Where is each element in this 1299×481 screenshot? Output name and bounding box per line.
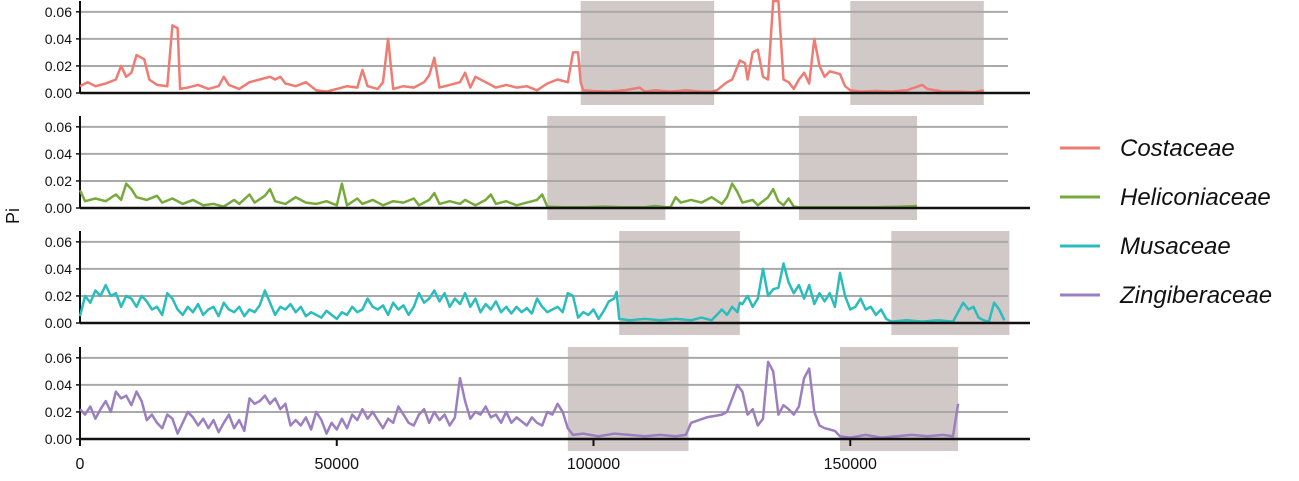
y-tick-label: 0.06 bbox=[45, 350, 72, 366]
x-tick-label: 100000 bbox=[567, 456, 620, 473]
y-tick-label: 0.00 bbox=[45, 85, 72, 101]
series-line bbox=[78, 182, 918, 209]
y-tick-label: 0.04 bbox=[45, 377, 72, 393]
shaded-region bbox=[798, 116, 918, 220]
panels: 0.00 0.02 0.04 0.06 0.00 0.02 0.04 0.06 0.00 0.02… bbox=[45, 0, 1030, 451]
y-tick-label: 0.06 bbox=[45, 234, 72, 250]
y-tick-label: 0.02 bbox=[45, 288, 72, 304]
y-tick-label: 0.02 bbox=[45, 404, 72, 420]
series-line bbox=[79, 360, 960, 439]
panel: 0.00 0.02 0.04 0.06 bbox=[45, 0, 1030, 105]
y-tick-label: 0.00 bbox=[45, 431, 72, 447]
shaded-region bbox=[840, 347, 959, 451]
legend: Costaceae Heliconiaceae Musaceae Zingiberac… bbox=[1060, 135, 1272, 309]
panel: 0.00 0.02 0.04 0.06 bbox=[45, 116, 1030, 220]
x-tick-label: 0 bbox=[76, 456, 85, 473]
y-tick-label: 0.04 bbox=[45, 31, 72, 47]
shaded-region bbox=[619, 231, 740, 335]
shaded-region bbox=[850, 1, 984, 105]
y-tick-label: 0.04 bbox=[45, 146, 72, 162]
y-tick-label: 0.02 bbox=[45, 173, 72, 189]
panel: 0.00 0.02 0.04 0.06 bbox=[45, 347, 1030, 451]
y-tick-label: 0.04 bbox=[45, 261, 72, 277]
series-line bbox=[78, 262, 1006, 323]
y-axis-label: Pi bbox=[3, 208, 23, 224]
shaded-region bbox=[580, 1, 715, 105]
shaded-region bbox=[547, 116, 666, 220]
x-axis: 0 50000 100000 150000 bbox=[76, 439, 877, 473]
series-line bbox=[79, 0, 985, 94]
y-tick-label: 0.02 bbox=[45, 58, 72, 74]
x-tick-label: 50000 bbox=[315, 456, 360, 473]
legend-label: Musaceae bbox=[1120, 233, 1231, 260]
y-tick-label: 0.06 bbox=[45, 119, 72, 135]
legend-label: Zingiberaceae bbox=[1119, 282, 1272, 309]
legend-label: Heliconiaceae bbox=[1120, 184, 1271, 211]
y-tick-label: 0.06 bbox=[45, 4, 72, 20]
x-tick-label: 150000 bbox=[824, 456, 877, 473]
y-tick-label: 0.00 bbox=[45, 315, 72, 331]
y-tick-label: 0.00 bbox=[45, 200, 72, 216]
legend-label: Costaceae bbox=[1120, 135, 1235, 162]
panel: 0.00 0.02 0.04 0.06 bbox=[45, 231, 1030, 335]
